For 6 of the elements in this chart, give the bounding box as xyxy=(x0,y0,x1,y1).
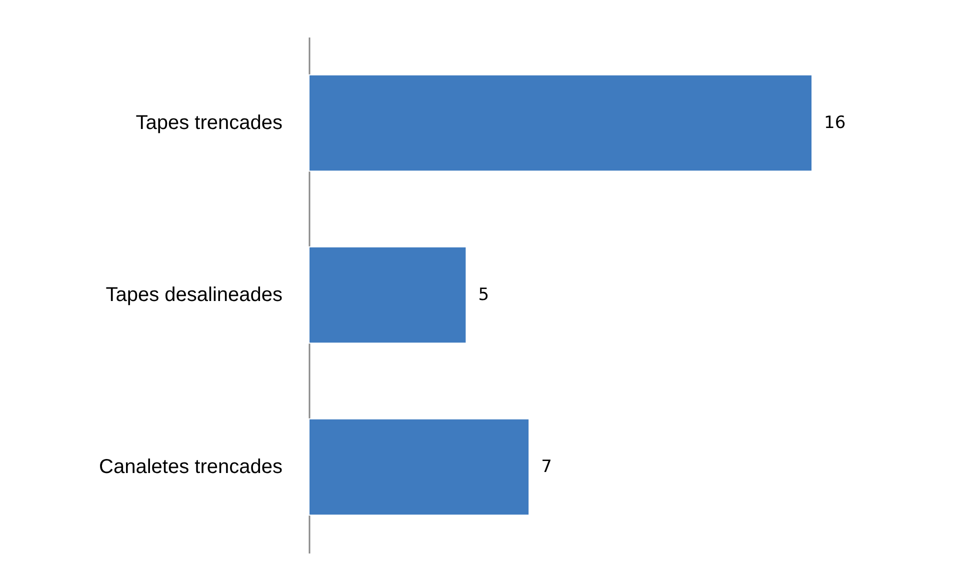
y-tick-label: Tapes desalineades xyxy=(106,284,282,306)
data-label: 5 xyxy=(478,285,490,305)
y-tick-label: Canaletes trencades xyxy=(99,456,282,478)
data-label: 7 xyxy=(541,457,552,477)
y-tick-label: Tapes trencades xyxy=(136,112,282,134)
data-label: 16 xyxy=(824,113,846,133)
